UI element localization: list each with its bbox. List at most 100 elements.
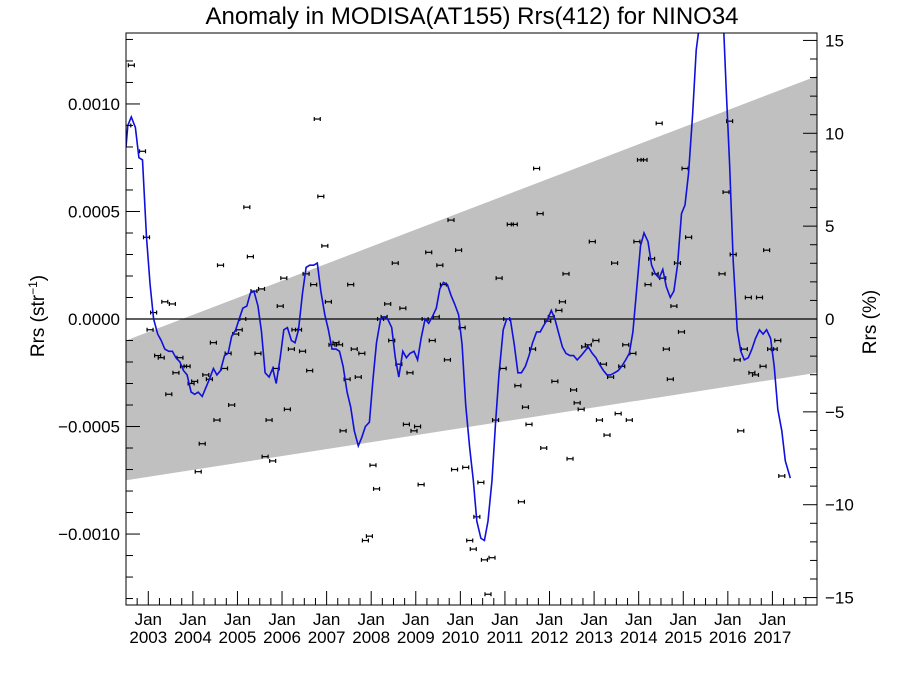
data-point <box>748 370 756 375</box>
data-point <box>551 379 559 384</box>
x-tick-year-label: 2004 <box>174 628 212 647</box>
data-point <box>685 235 693 240</box>
x-tick-year-label: 2007 <box>308 628 346 647</box>
x-tick-year-label: 2010 <box>441 628 479 647</box>
data-point <box>172 370 180 375</box>
data-point <box>361 538 369 543</box>
y-right-tick-label: 0 <box>825 310 834 329</box>
data-point <box>216 263 225 268</box>
y-left-tick-label: −0.0010 <box>58 525 120 544</box>
x-tick-month-label: Jan <box>580 610 607 629</box>
x-tick-month-label: Jan <box>491 610 518 629</box>
data-point <box>213 418 221 423</box>
x-tick-month-label: Jan <box>670 610 697 629</box>
y-right-tick-label: 15 <box>825 31 844 50</box>
x-tick-month-label: Jan <box>224 610 251 629</box>
data-point <box>625 418 633 423</box>
y-axis-left-label-text: Rrs (str <box>28 294 49 357</box>
data-point <box>447 218 455 223</box>
y-axis-right: 15 10 5 0 −5 −10 −15 <box>803 31 854 608</box>
plot-area <box>125 29 818 606</box>
x-tick-year-label: 2015 <box>664 628 702 647</box>
x-tick-year-label: 2009 <box>397 628 435 647</box>
x-tick-year-label: 2008 <box>352 628 390 647</box>
data-point <box>283 407 291 412</box>
y-axis-left: 0.0010 0.0005 0.0000 −0.0005 −0.0010 <box>58 38 140 600</box>
x-tick-year-label: 2005 <box>219 628 257 647</box>
x-tick-year-label: 2013 <box>575 628 613 647</box>
data-point <box>202 372 210 377</box>
data-point <box>450 467 459 472</box>
data-point <box>317 194 325 199</box>
y-left-tick-label: 0.0005 <box>68 202 120 221</box>
data-point <box>555 308 563 313</box>
data-point <box>168 301 176 306</box>
data-point <box>350 347 358 352</box>
data-point <box>640 157 648 162</box>
data-point <box>254 351 262 356</box>
x-tick-month-label: Jan <box>759 610 786 629</box>
x-tick-month-label: Jan <box>268 610 295 629</box>
data-point <box>354 375 362 380</box>
data-point <box>737 428 745 433</box>
data-point <box>191 379 199 384</box>
x-tick-month-label: Jan <box>135 610 162 629</box>
data-point <box>406 370 414 375</box>
data-point <box>372 486 381 491</box>
data-point <box>584 342 592 347</box>
data-point <box>755 295 764 300</box>
data-point <box>324 299 332 304</box>
data-point <box>666 377 674 382</box>
data-point <box>391 261 399 266</box>
data-point <box>339 428 347 433</box>
data-point <box>577 407 585 412</box>
y-right-tick-label: −5 <box>825 403 844 422</box>
data-point <box>662 347 670 352</box>
uncertainty-band <box>126 76 817 481</box>
data-point <box>774 338 782 343</box>
data-point <box>566 456 574 461</box>
data-point <box>733 357 741 362</box>
x-tick-month-label: Jan <box>536 610 563 629</box>
smoothed-series-line <box>126 33 792 542</box>
data-point <box>369 463 377 468</box>
data-point <box>306 368 314 373</box>
data-point <box>759 364 767 369</box>
x-tick-year-label: 2017 <box>754 628 792 647</box>
data-point <box>454 248 463 253</box>
data-point <box>313 117 321 122</box>
data-point <box>778 473 786 478</box>
data-point <box>763 248 771 253</box>
data-point <box>335 342 344 347</box>
data-point <box>495 276 503 281</box>
data-point <box>413 424 422 429</box>
data-point <box>606 375 615 380</box>
data-point <box>287 347 295 352</box>
data-point <box>132 29 138 33</box>
y-left-tick-label: −0.0005 <box>58 418 120 437</box>
data-point <box>562 271 570 276</box>
data-point <box>595 418 604 423</box>
data-point <box>536 211 544 216</box>
y-axis-left-label-close: ) <box>28 275 49 281</box>
data-point <box>469 547 477 552</box>
data-point <box>194 469 202 474</box>
data-point <box>514 383 522 388</box>
data-point <box>648 256 656 261</box>
data-point <box>417 482 425 487</box>
data-point <box>573 400 581 405</box>
y-right-tick-label: −15 <box>825 589 854 608</box>
data-point <box>517 499 526 504</box>
y-right-tick-label: 5 <box>825 217 834 236</box>
data-point <box>462 465 470 470</box>
data-point <box>265 418 273 423</box>
x-tick-month-label: Jan <box>714 610 741 629</box>
data-point <box>332 340 340 345</box>
data-point <box>146 327 154 332</box>
y-axis-left-label-superscript: −1 <box>26 281 40 295</box>
data-point <box>484 592 492 597</box>
data-point <box>161 299 169 304</box>
data-point <box>425 250 433 255</box>
data-point <box>410 428 418 433</box>
